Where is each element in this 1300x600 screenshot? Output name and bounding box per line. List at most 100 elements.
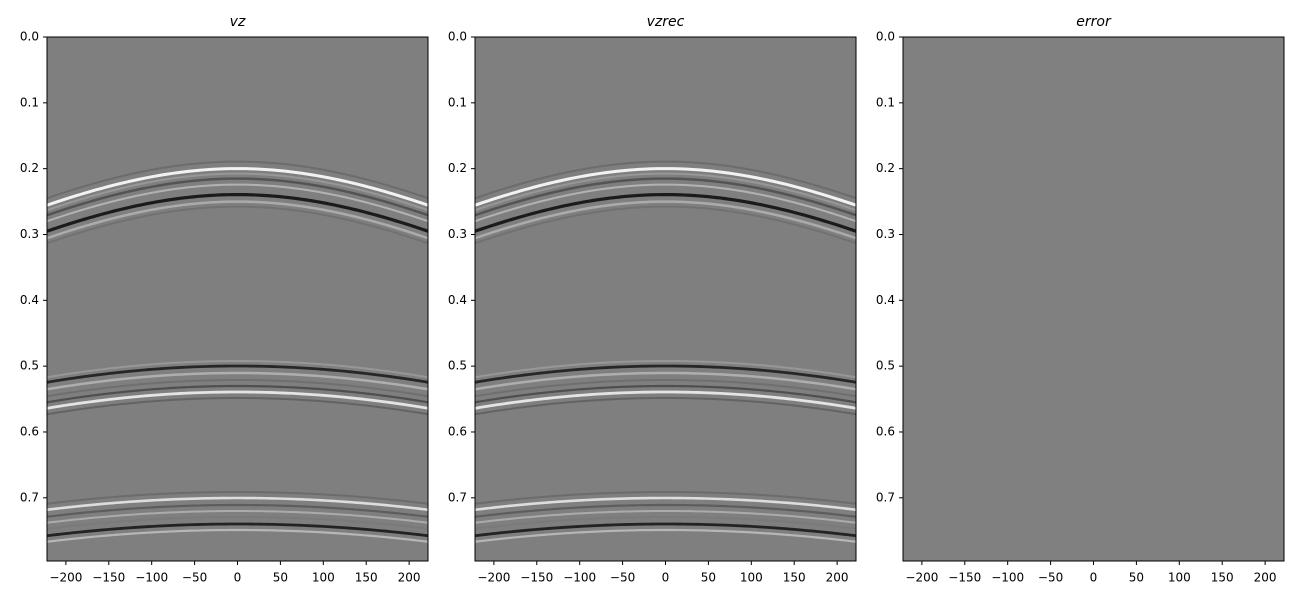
x-tick-label: −150 [520, 571, 553, 585]
x-tick-label: −50 [1038, 571, 1063, 585]
x-tick-label: 50 [1129, 571, 1144, 585]
x-tick-label: 150 [783, 571, 806, 585]
reflection [475, 503, 856, 518]
reflection [47, 172, 428, 212]
reflection [47, 183, 428, 223]
reflection [475, 522, 856, 538]
reflection [47, 205, 428, 245]
y-tick-label: 0.3 [20, 227, 39, 241]
image-background [475, 37, 856, 561]
x-tick-label: −200 [905, 571, 938, 585]
y-tick-label: 0.4 [876, 293, 895, 307]
y-tick-label: 0.6 [20, 424, 39, 438]
y-tick-label: 0.1 [876, 95, 895, 109]
x-tick-label: 200 [398, 571, 421, 585]
reflection [47, 359, 428, 379]
y-tick-label: 0.2 [876, 161, 895, 175]
y-tick-label: 0.2 [20, 161, 39, 175]
reflection [475, 384, 856, 404]
reflection [47, 510, 428, 524]
reflection [475, 396, 856, 416]
x-tick-label: 200 [1254, 571, 1277, 585]
reflection [475, 516, 856, 530]
reflection [475, 510, 856, 524]
panel-title: vz [230, 14, 246, 30]
x-tick-label: 0 [234, 571, 242, 585]
reflection [47, 167, 428, 207]
panel-title: vzrec [647, 14, 685, 30]
x-tick-label: −50 [610, 571, 635, 585]
y-tick-label: 0.2 [448, 161, 467, 175]
x-tick-label: −100 [991, 571, 1024, 585]
y-tick-label: 0.5 [876, 359, 895, 373]
y-tick-label: 0.0 [448, 30, 467, 44]
x-tick-label: 100 [1168, 571, 1191, 585]
reflections [475, 160, 856, 543]
reflections [47, 160, 428, 543]
image-background [47, 37, 428, 561]
reflection [47, 390, 428, 410]
reflection [47, 516, 428, 530]
reflection [475, 200, 856, 240]
reflection [47, 503, 428, 518]
reflection [47, 496, 428, 512]
reflection [475, 359, 856, 379]
reflection [475, 192, 856, 233]
y-tick-label: 0.1 [20, 95, 39, 109]
y-tick-label: 0.6 [448, 424, 467, 438]
reflection [475, 160, 856, 200]
panel: vzrec −200 −150 −100 −50 0 50 100 150 200 0.0 0.1 0.… [448, 14, 857, 585]
reflection [47, 491, 428, 505]
y-tick-label: 0.7 [20, 490, 39, 504]
x-tick-label: −200 [477, 571, 510, 585]
reflection [475, 364, 856, 384]
panel-title: error [1076, 14, 1112, 30]
x-tick-label: −200 [49, 571, 82, 585]
x-tick-label: −100 [563, 571, 596, 585]
reflection [475, 172, 856, 212]
y-tick-label: 0.7 [448, 490, 467, 504]
y-tick-label: 0.3 [448, 227, 467, 241]
reflection [475, 528, 856, 543]
reflection [475, 496, 856, 512]
y-tick-label: 0.6 [876, 424, 895, 438]
reflection [475, 371, 856, 391]
image-background [903, 37, 1284, 561]
reflection [47, 177, 428, 217]
y-tick-label: 0.5 [20, 359, 39, 373]
reflection [47, 160, 428, 200]
y-tick-label: 0.4 [20, 293, 39, 307]
y-tick-label: 0.5 [448, 359, 467, 373]
y-tick-label: 0.7 [876, 490, 895, 504]
y-tick-label: 0.0 [876, 30, 895, 44]
x-tick-label: −150 [948, 571, 981, 585]
x-tick-label: 0 [662, 571, 670, 585]
reflection [47, 396, 428, 416]
x-tick-label: −100 [135, 571, 168, 585]
panel: vz −200 −150 −100 −50 0 50 100 150 200 0.0 0.1 0.2 0.… [20, 14, 429, 585]
reflection [475, 183, 856, 223]
reflection [475, 378, 856, 398]
reflection [475, 177, 856, 217]
y-tick-label: 0.3 [876, 227, 895, 241]
panel: error −200 −150 −100 −50 0 50 100 150 200 0.0 0.1 0.… [876, 14, 1285, 585]
x-tick-label: −150 [92, 571, 125, 585]
reflection [47, 378, 428, 398]
x-tick-label: 150 [1211, 571, 1234, 585]
y-tick-label: 0.0 [20, 30, 39, 44]
reflection [47, 364, 428, 384]
x-tick-label: 200 [826, 571, 849, 585]
reflection [47, 192, 428, 233]
reflection [47, 200, 428, 240]
x-tick-label: 50 [701, 571, 716, 585]
reflection [47, 384, 428, 404]
x-tick-label: 100 [312, 571, 335, 585]
reflection [475, 491, 856, 505]
y-tick-label: 0.1 [448, 95, 467, 109]
x-tick-label: 100 [740, 571, 763, 585]
x-tick-label: 0 [1090, 571, 1098, 585]
x-tick-label: 150 [355, 571, 378, 585]
x-tick-label: 50 [273, 571, 288, 585]
reflection [47, 371, 428, 391]
